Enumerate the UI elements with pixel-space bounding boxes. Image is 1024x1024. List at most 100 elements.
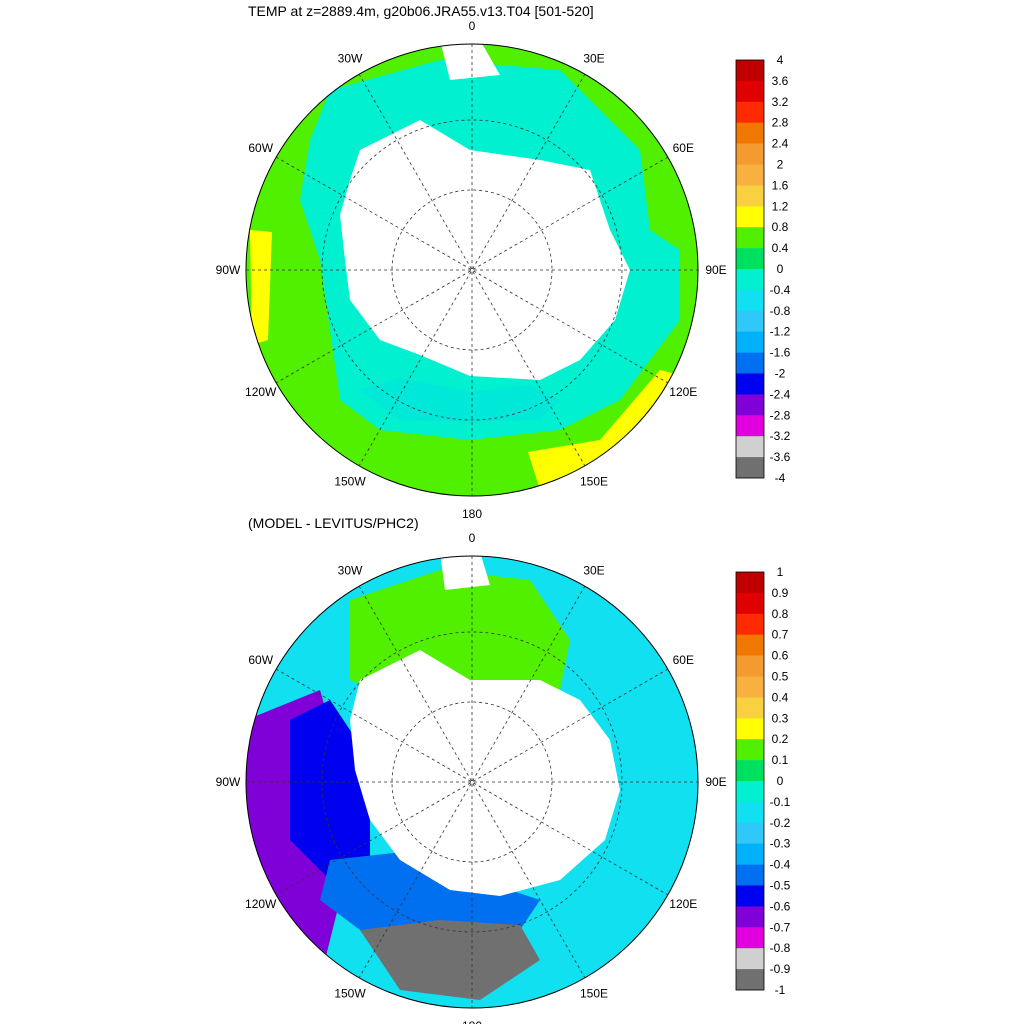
colorbar-label: 1.6: [772, 178, 789, 192]
colorbar-swatch: [736, 185, 764, 207]
colorbar-frame: [735, 571, 765, 991]
colorbar-swatch: [736, 592, 764, 615]
longitude-label: 120W: [245, 385, 277, 399]
colorbar-frame: [735, 59, 765, 479]
longitude-label: 30E: [583, 564, 604, 578]
longitude-label: 30W: [338, 52, 363, 66]
colorbar-swatch: [736, 927, 764, 949]
colorbar-label: -4: [775, 471, 786, 485]
colorbar-label: 1: [777, 565, 784, 579]
colorbar-label: 0: [777, 262, 784, 276]
colorbar-swatch: [736, 676, 764, 698]
colorbar-label: 0.8: [772, 607, 789, 621]
colorbar-label: 0.4: [772, 690, 789, 704]
panel-title: TEMP at z=2889.4m, g20b06.JRA55.v13.T04 …: [248, 3, 594, 19]
longitude-label: 0: [469, 531, 476, 545]
colorbar-swatch: [736, 436, 764, 458]
longitude-labels: 0 30E 60E 90E 120E 150E 180 150W 120W 90W 60W 30W: [216, 19, 727, 521]
colorbar-swatch: [736, 415, 764, 437]
land-patch-north: [440, 556, 490, 590]
colorbar-label: -2.4: [770, 387, 791, 401]
colorbar-swatch: [736, 331, 764, 353]
longitude-label: 60W: [248, 653, 273, 667]
colorbar-swatch: [736, 613, 764, 635]
longitude-label: 60E: [673, 141, 694, 155]
colorbar-swatch: [736, 843, 764, 865]
warm-region-west: [250, 230, 272, 345]
colorbar-swatch: [736, 227, 764, 249]
colorbar-label: 0.2: [772, 732, 789, 746]
colorbar: 4 3.6 3.2 2.8 2.4 2 1.6 1.2 0.8 0.4 0 -0.4 -0.8 -1.2 -…: [735, 53, 791, 485]
colorbar-swatch: [736, 885, 764, 907]
longitude-label: 180: [462, 507, 482, 521]
colorbar-label: -0.1: [770, 795, 791, 809]
longitude-label: 30W: [338, 564, 363, 578]
colorbar-label: 3.2: [772, 95, 789, 109]
colorbar-swatch: [736, 906, 764, 928]
colorbar-swatch: [736, 373, 764, 395]
colorbar-label: -3.2: [770, 429, 791, 443]
colorbar-swatch: [736, 60, 764, 82]
colorbar-swatch: [736, 101, 764, 123]
colorbar-label: 3.6: [772, 74, 789, 88]
colorbar-swatch: [736, 718, 764, 740]
panel-temperature: TEMP at z=2889.4m, g20b06.JRA55.v13.T04 …: [216, 3, 791, 521]
colorbar-swatch: [736, 634, 764, 656]
colorbar-label: 1.2: [772, 199, 789, 213]
colorbar-label: 4: [777, 53, 784, 67]
antarctica-landmass: [350, 650, 620, 896]
colorbar-swatch: [736, 697, 764, 719]
longitude-label: 90E: [705, 775, 726, 789]
ross-sea-region: [360, 920, 540, 1000]
colorbar-label: 2.4: [772, 137, 789, 151]
longitude-label: 90W: [216, 775, 241, 789]
colorbar-swatch: [736, 572, 764, 594]
longitude-label: 0: [469, 19, 476, 33]
colorbar-label: 0.3: [772, 711, 789, 725]
colorbar-label: -2.8: [770, 408, 791, 422]
colorbar-label: -1: [775, 983, 786, 997]
colorbar-swatch: [736, 457, 764, 479]
colorbar-swatch: [736, 164, 764, 186]
colorbar-label: -0.8: [770, 941, 791, 955]
graticule: [246, 556, 698, 1008]
colorbar-swatch: [736, 822, 764, 844]
colorbar-swatch: [736, 289, 764, 312]
colorbar-swatch: [736, 310, 764, 332]
colorbar-swatch: [736, 143, 764, 165]
colorbar-swatch: [736, 655, 764, 677]
longitude-label: 60W: [248, 141, 273, 155]
longitude-label: 150W: [334, 986, 366, 1000]
colorbar-label: -0.7: [770, 920, 791, 934]
colorbar-label: 0.1: [772, 753, 789, 767]
panel-difference: (MODEL - LEVITUS/PHC2) 0 30E 60E 90E 120E 150…: [216, 515, 791, 1024]
colorbar-label: 0.4: [772, 241, 789, 255]
longitude-label: 120W: [245, 897, 277, 911]
colorbar-label: 0.6: [772, 649, 789, 663]
longitude-label: 150W: [334, 474, 366, 488]
colorbar-swatch: [736, 122, 764, 144]
shelf-region: [360, 378, 560, 422]
colorbar-swatch: [736, 969, 764, 991]
colorbar-label: -0.2: [770, 816, 791, 830]
longitude-label: 90W: [216, 263, 241, 277]
colorbar-label: -3.6: [770, 450, 791, 464]
panel-title: (MODEL - LEVITUS/PHC2): [248, 515, 419, 531]
colorbar-swatch: [736, 352, 764, 374]
colorbar-swatch: [736, 394, 764, 416]
colorbar-label: -1.6: [770, 346, 791, 360]
colorbar-label: -0.3: [770, 837, 791, 851]
colorbar-label: 0.5: [772, 670, 789, 684]
colorbar-label: -0.5: [770, 879, 791, 893]
colorbar-label: -1.2: [770, 325, 791, 339]
colorbar-swatch: [736, 739, 764, 761]
colorbar-label: -2: [775, 367, 786, 381]
pacific-deep-region: [290, 700, 370, 880]
colorbar-label: -0.4: [770, 283, 791, 297]
longitude-label: 60E: [673, 653, 694, 667]
antarctica-landmass: [340, 120, 630, 380]
colorbar-label: -0.9: [770, 962, 791, 976]
longitude-label: 150E: [580, 474, 608, 488]
colorbar-swatch: [736, 801, 764, 824]
